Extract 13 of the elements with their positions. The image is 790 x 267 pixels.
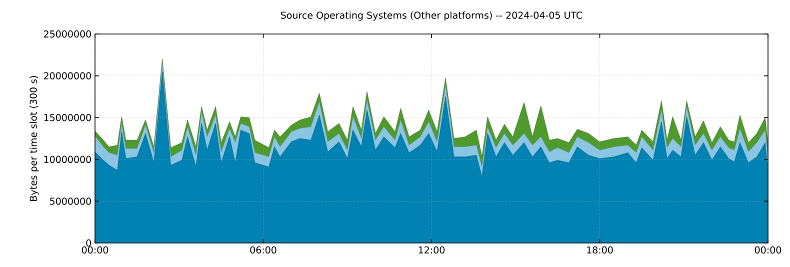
x-tick-label: 00:00 xyxy=(754,246,782,254)
y-tick-label: 20000000 xyxy=(44,72,91,80)
y-tick-label: 10000000 xyxy=(44,156,91,163)
x-tick-label: 18:00 xyxy=(587,246,613,254)
y-tick-label: 15000000 xyxy=(44,114,91,122)
y-axis-title: Bytes per time slot (300 s) xyxy=(30,76,39,201)
x-tick-label: 06:00 xyxy=(250,246,276,254)
chart-title: Source Operating Systems (Other platforms) -- 2024-04-05 UTC xyxy=(281,11,582,21)
y-tick-label: 0 xyxy=(86,239,91,247)
y-tick-label: 25000000 xyxy=(44,30,91,38)
x-tick-label: 12:00 xyxy=(418,246,445,254)
x-tick-label: 00:00 xyxy=(82,246,108,254)
y-tick-label: 5000000 xyxy=(50,198,91,205)
